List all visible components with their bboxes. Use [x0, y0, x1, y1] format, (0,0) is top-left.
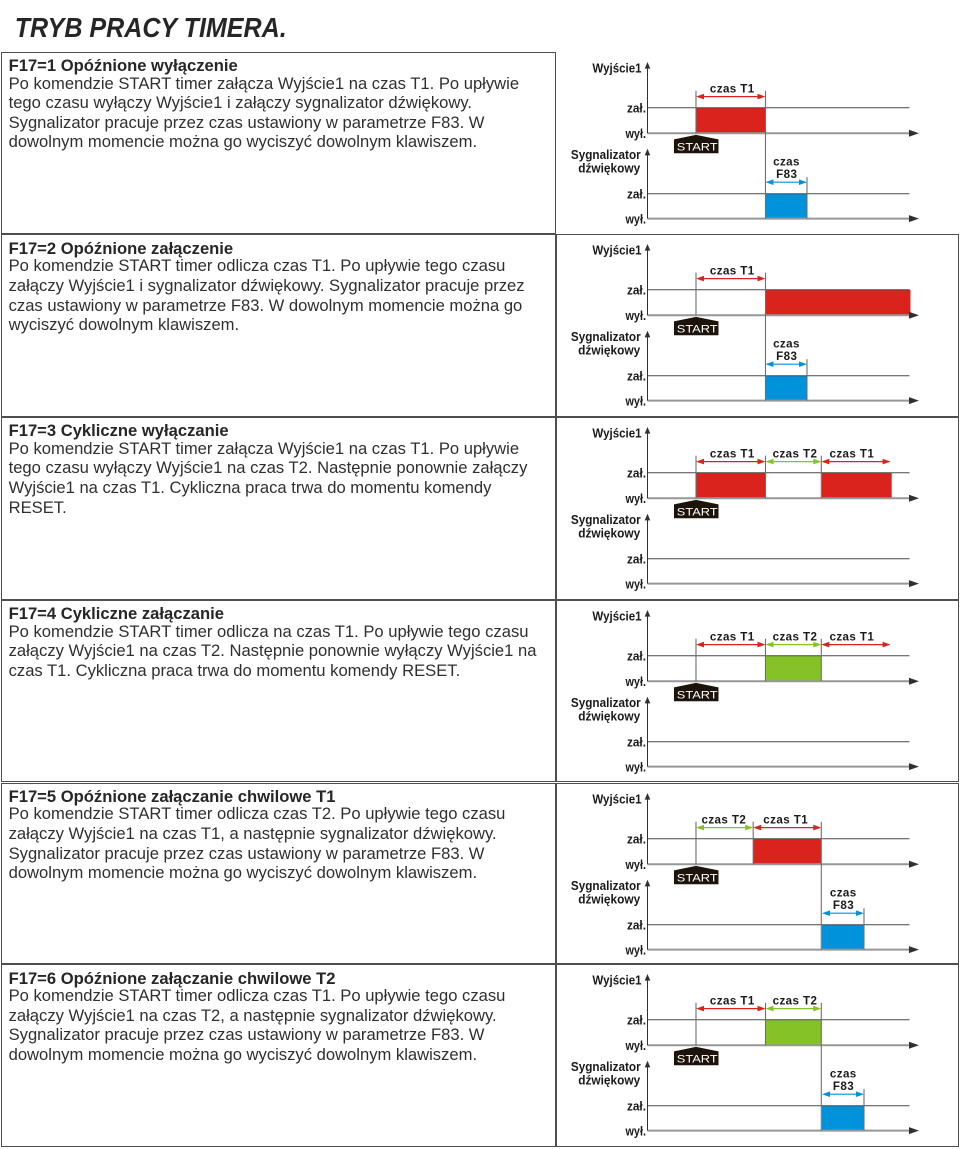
svg-text:Wyjście1: Wyjście1: [592, 608, 641, 623]
svg-text:zał.: zał.: [627, 648, 646, 663]
svg-text:dźwiękowy: dźwiękowy: [578, 160, 641, 175]
svg-text:czas: czas: [773, 339, 800, 351]
svg-text:wył.: wył.: [625, 759, 646, 774]
svg-text:wył.: wył.: [625, 211, 646, 226]
svg-text:zał.: zał.: [627, 734, 646, 749]
svg-text:F83: F83: [833, 899, 854, 911]
svg-text:Wyjście1: Wyjście1: [592, 973, 641, 988]
svg-text:czas T2: czas T2: [773, 631, 818, 643]
svg-text:START: START: [677, 872, 718, 884]
svg-text:START: START: [677, 1054, 718, 1066]
svg-text:zał.: zał.: [627, 100, 646, 115]
svg-text:zał.: zał.: [627, 551, 646, 566]
svg-text:START: START: [677, 689, 718, 701]
svg-text:F83: F83: [776, 169, 797, 181]
svg-text:START: START: [677, 324, 718, 336]
svg-text:czas T1: czas T1: [829, 631, 874, 643]
svg-text:czas T1: czas T1: [710, 266, 755, 278]
svg-text:dźwiękowy: dźwiękowy: [578, 343, 641, 358]
svg-text:wył.: wył.: [625, 1124, 646, 1139]
svg-text:Sygnalizator: Sygnalizator: [571, 147, 641, 162]
svg-text:czas: czas: [830, 887, 857, 899]
svg-text:Wyjście1: Wyjście1: [592, 243, 641, 258]
svg-text:czas T1: czas T1: [710, 995, 755, 1007]
svg-text:Sygnalizator: Sygnalizator: [571, 329, 641, 344]
svg-text:czas: czas: [830, 1069, 857, 1081]
svg-text:czas T1: czas T1: [763, 814, 808, 826]
svg-text:czas T2: czas T2: [701, 814, 746, 826]
svg-text:zał.: zał.: [627, 283, 646, 298]
svg-text:F83: F83: [833, 1081, 854, 1093]
svg-text:dźwiękowy: dźwiękowy: [578, 708, 641, 723]
svg-text:czas T1: czas T1: [710, 83, 755, 95]
svg-text:Wyjście1: Wyjście1: [592, 425, 641, 440]
svg-text:Sygnalizator: Sygnalizator: [571, 1059, 641, 1074]
svg-text:dźwiękowy: dźwiękowy: [578, 1073, 641, 1088]
svg-text:zał.: zał.: [627, 917, 646, 932]
svg-text:Wyjście1: Wyjście1: [592, 60, 641, 75]
svg-text:wył.: wył.: [625, 491, 646, 506]
svg-text:Sygnalizator: Sygnalizator: [571, 512, 641, 527]
svg-text:dźwiękowy: dźwiękowy: [578, 891, 641, 906]
svg-text:zał.: zał.: [627, 465, 646, 480]
svg-text:wył.: wył.: [625, 394, 646, 409]
svg-text:wył.: wył.: [625, 576, 646, 591]
svg-text:zał.: zał.: [627, 831, 646, 846]
svg-text:czas T2: czas T2: [773, 447, 818, 460]
svg-text:wył.: wył.: [625, 309, 646, 324]
svg-text:Sygnalizator: Sygnalizator: [571, 695, 641, 710]
svg-text:START: START: [677, 141, 718, 153]
svg-text:wył.: wył.: [625, 1038, 646, 1053]
svg-text:czas T1: czas T1: [829, 447, 874, 460]
svg-text:czas T1: czas T1: [710, 631, 755, 643]
svg-text:zał.: zał.: [627, 1099, 646, 1114]
svg-text:czas T2: czas T2: [773, 995, 818, 1007]
svg-text:zał.: zał.: [627, 186, 646, 201]
svg-text:zał.: zał.: [627, 369, 646, 384]
svg-text:wył.: wył.: [625, 126, 646, 141]
svg-text:zał.: zał.: [627, 1013, 646, 1028]
svg-text:Sygnalizator: Sygnalizator: [571, 877, 641, 892]
svg-text:czas: czas: [773, 156, 800, 168]
svg-text:dźwiękowy: dźwiękowy: [578, 525, 641, 540]
svg-text:wył.: wył.: [625, 857, 646, 872]
svg-text:TRYB PRACY TIMERA.: TRYB PRACY TIMERA.: [15, 12, 287, 43]
svg-text:wył.: wył.: [625, 942, 646, 957]
svg-text:Wyjście1: Wyjście1: [592, 791, 641, 806]
svg-text:czas T1: czas T1: [710, 447, 755, 460]
svg-text:START: START: [677, 506, 718, 518]
svg-text:F83: F83: [776, 351, 797, 363]
svg-text:wył.: wył.: [625, 674, 646, 689]
